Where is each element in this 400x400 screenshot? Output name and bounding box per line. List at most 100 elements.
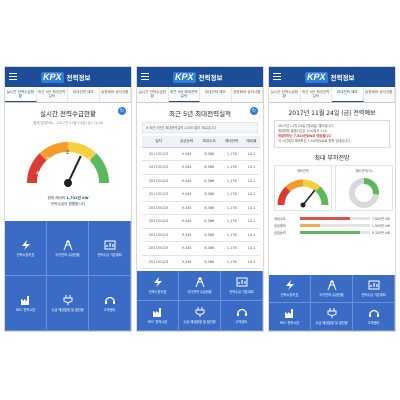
menu-item[interactable]: 수급 예상발생 및 발전량 [311,303,353,331]
chart-icon [104,240,115,249]
table-cell: 8,366 [197,241,221,256]
hamburger-menu-icon[interactable] [273,73,281,80]
tab-recent-5y[interactable]: 최근 5년 최대전력실적 [301,87,332,102]
app-title: 전력정보 [66,74,91,82]
table-cell: 2017/01/23 [142,174,176,188]
page-title-text: 실시간 전력수급현황 [40,110,96,118]
plug-icon [327,308,336,318]
refresh-icon[interactable]: ↻ [250,107,258,115]
tab-notices[interactable]: 공청회와 공지사항 [232,87,263,102]
tab-recent-5y[interactable]: 최근 5년 최대전력실적 [168,87,200,102]
menu-item[interactable]: 고객센터 [89,276,131,331]
column-header: 최대수요 [197,136,221,148]
menu-item[interactable]: REC 전력시장 [5,276,47,331]
menu-item[interactable]: 전력시장지표 [137,271,179,301]
menu-item-label: 고객센터 [235,320,248,324]
menu-item-label: 국가전력 수급현황 [319,293,344,297]
table-row: 2017/01/23 9,344 8,366 1,178 14.1 [142,201,260,215]
hamburger-menu-icon[interactable] [141,73,149,80]
table-cell: 1,178 [220,255,244,269]
forecast-bar-row: 최대수요 7,820만 kW [274,215,390,222]
table-cell: 8,366 [197,228,221,242]
page-title-text: 최근 5년 최대전력실적 [168,110,232,118]
tab-notices[interactable]: 공청회와 공지사항 [100,87,131,102]
panel-label: 예비전력(%) [355,169,373,173]
table-row: 2017/01/23 9,344 8,366 1,178 14.1 [142,147,260,161]
memo-line: 이 시간대의 예비력은 1,500만kW로 원활 상태입니다 [278,139,350,143]
column-header: 공급능력 [175,136,198,148]
screen-forecast: KPX 전력정보 실시간 전력수급현황 최근 5년 최대전력실적 최대전력 예보… [268,66,396,332]
table-cell: 8,366 [197,174,221,188]
menu-item[interactable]: 수급 예상발생 및 발전량 [179,301,221,331]
lightning-icon [153,277,162,287]
table-cell: 14.1 [243,214,260,229]
table-cell: 1,178 [220,160,244,175]
tab-bar: 실시간 전력수급현황 최근 5년 최대전력실적 최대전력 예보 공청회와 공지사… [269,87,395,103]
panel-label: 예비전력 [297,169,309,173]
tab-realtime[interactable]: 실시간 전력수급현황 [269,87,301,102]
tab-notices[interactable]: 공청회와 공지사항 [364,87,395,102]
table-cell: 1,178 [220,147,244,161]
table-cell: 8,366 [197,187,221,202]
table-cell: 9,344 [175,174,198,188]
table-cell: 9,344 [175,187,198,202]
menu-item-label: REC 전력시장 [15,307,36,312]
table-cell: 14.1 [243,255,260,269]
kpx-logo-mark: KPX [305,71,328,83]
plug-icon [195,307,204,317]
gauge-needle [67,155,82,184]
hamburger-menu-icon[interactable] [9,73,17,80]
menu-item[interactable]: 전력수급 기본계획 [89,221,131,276]
table-cell: 9,344 [175,214,198,229]
gauge-marker-1: 1 [88,157,91,163]
tab-realtime[interactable]: 실시간 전력수급현황 [5,87,37,102]
bar-label: 공급예비 [274,224,286,228]
table-cell: 2017/01/23 [142,147,176,161]
tab-forecast[interactable]: 최대전력 예보 [68,87,100,102]
menu-item[interactable]: 전력시장지표 [5,221,47,276]
menu-item-label: 수급 예상발생 및 발전량 [51,307,84,312]
table-cell: 9,344 [175,255,198,269]
tab-forecast[interactable]: 최대전력 예보 [200,87,232,102]
factory-icon [20,295,29,305]
app-header: KPX 전력정보 [269,67,395,87]
menu-item[interactable]: 전력수급 기본계획 [353,275,395,303]
app-title: 전력정보 [330,74,355,82]
menu-item[interactable]: 전력수급 기본계획 [221,271,263,301]
bar-fill [300,224,320,227]
menu-item[interactable]: 고객센터 [221,301,263,331]
supply-gauge: 4 3 2 1 [26,141,110,187]
table-cell: 9,344 [175,241,198,256]
table-cell: 1,178 [220,228,244,242]
tab-realtime[interactable]: 실시간 전력수급현황 [137,87,169,102]
app-title: 전력정보 [198,74,223,82]
menu-item[interactable]: 국가전력 수급현황 [311,275,353,303]
refresh-icon[interactable]: ↻ [118,107,126,115]
gauge-hub [64,179,72,187]
table-cell: 14.1 [243,241,260,256]
menu-item[interactable]: 전력시장지표 [269,275,311,303]
app-logo: KPX 전력정보 [41,71,90,83]
table-row: 2017/01/23 9,344 8,366 1,178 14.1 [142,174,260,188]
menu-item[interactable]: 고객센터 [353,303,395,331]
menu-item[interactable]: REC 전력시장 [269,303,311,331]
gauge-marker-4: 4 [36,171,39,177]
table-cell: 2017/01/23 [142,214,176,229]
supply-status: 전력수급이 원활합니다 [50,202,86,206]
menu-item[interactable]: 국가전력 수급현황 [47,221,89,276]
table-cell: 2017/01/23 [142,187,176,202]
menu-grid: 전력시장지표 국가전력 수급현황 전력수급 기본계획 REC 전력시장 수급 예상발생 … [5,221,131,331]
menu-item[interactable]: 수급 예상발생 및 발전량 [47,276,89,331]
tab-recent-5y[interactable]: 최근 5년 최대전력실적 [37,87,68,102]
app-logo: KPX 전력정보 [173,71,222,83]
forecast-memo: 2017년 11월 24일 (월요일) 예보입니다 최대부하 발생시간은 10시… [274,120,390,148]
factory-icon [152,308,161,317]
tab-forecast[interactable]: 최대전력 예보 [332,87,364,102]
menu-item[interactable]: REC 전력시장 [137,301,179,331]
bar-track [300,224,370,227]
section-title: 최대 부하전망 [314,155,350,162]
tower-icon [63,239,72,250]
menu-item[interactable]: 국가전력 수급현황 [179,271,221,301]
menu-item-label: 전력시장지표 [280,293,299,297]
bar-track [300,231,370,234]
